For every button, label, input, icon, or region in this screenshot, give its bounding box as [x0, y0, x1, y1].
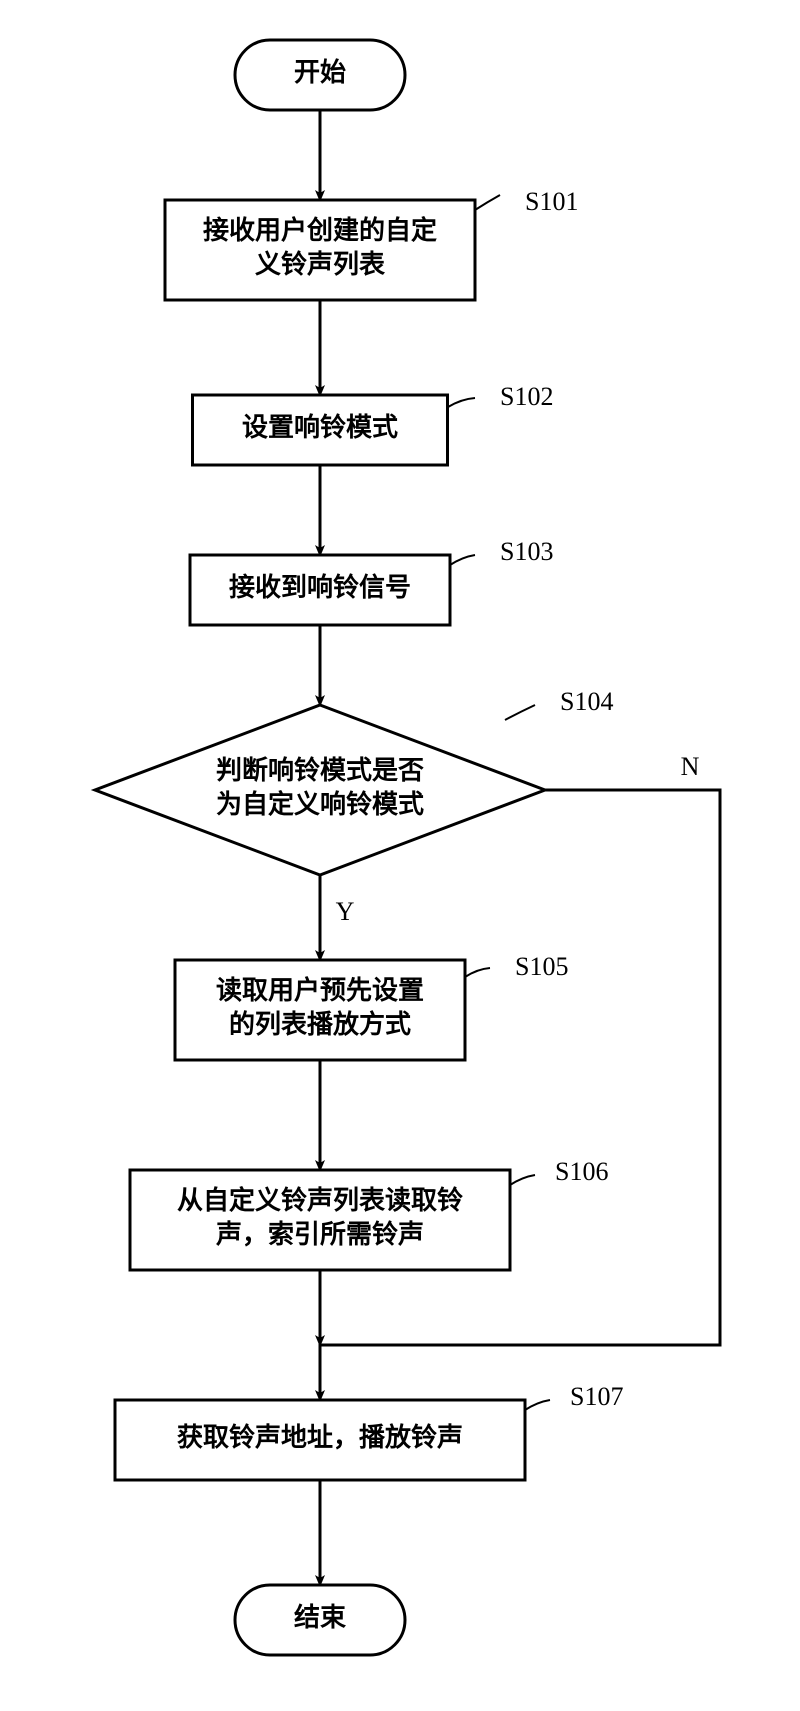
edge-label: N	[681, 752, 700, 781]
node-s107: 获取铃声地址，播放铃声	[115, 1400, 525, 1480]
node-text: 的列表播放方式	[229, 1009, 411, 1039]
node-text: 读取用户预先设置	[216, 975, 424, 1005]
node-s103: 接收到响铃信号	[190, 555, 450, 625]
node-start: 开始	[235, 40, 405, 110]
node-text: 开始	[294, 58, 346, 87]
step-label: S107	[570, 1382, 623, 1411]
node-end: 结束	[235, 1585, 405, 1655]
node-text: 从自定义铃声列表读取铃	[177, 1185, 463, 1215]
step-label: S104	[560, 687, 613, 716]
node-s102: 设置响铃模式	[193, 395, 448, 465]
node-text: 声，索引所需铃声	[216, 1220, 424, 1249]
node-s105: 读取用户预先设置的列表播放方式	[175, 960, 465, 1060]
edge-label: Y	[336, 897, 355, 926]
node-text: 结束	[294, 1602, 347, 1632]
step-label: S102	[500, 382, 553, 411]
node-s106: 从自定义铃声列表读取铃声，索引所需铃声	[130, 1170, 510, 1270]
step-label: S101	[525, 187, 578, 216]
node-text: 设置响铃模式	[242, 412, 398, 442]
node-text: 获取铃声地址，播放铃声	[177, 1422, 463, 1452]
step-label: S103	[500, 537, 553, 566]
node-text: 接收到响铃信号	[229, 572, 411, 602]
flowchart-canvas: Y N 开始接收用户创建的自定义铃声列表 S101 设置响铃模式 S102 接收到响铃信号 S…	[0, 0, 800, 1711]
node-text: 接收用户创建的自定	[203, 215, 437, 245]
node-text: 义铃声列表	[255, 250, 386, 279]
node-s101: 接收用户创建的自定义铃声列表	[165, 200, 475, 300]
node-text: 判断响铃模式是否	[216, 755, 424, 785]
step-label: S106	[555, 1157, 608, 1186]
node-text: 为自定义响铃模式	[216, 789, 424, 819]
step-label: S105	[515, 952, 568, 981]
